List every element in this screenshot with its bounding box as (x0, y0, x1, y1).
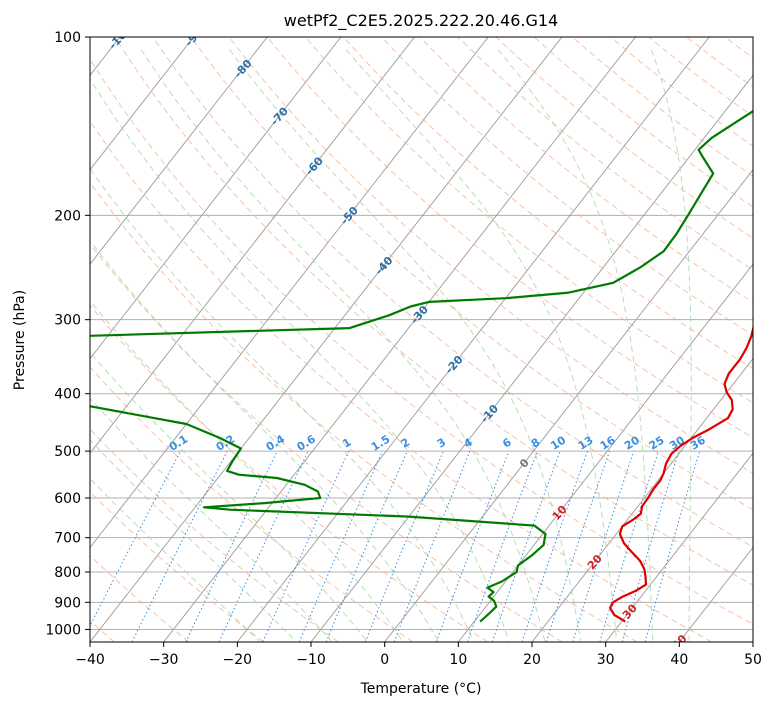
isotherm-line (90, 37, 342, 360)
dry-adiabat-line (190, 37, 753, 511)
dry-adiabat-line (90, 428, 339, 642)
dry-adiabat-line (381, 37, 753, 336)
dry-adiabat-line (419, 37, 753, 303)
y-tick-label: 1000 (45, 622, 81, 638)
isotherm-line (90, 37, 268, 265)
y-tick-label: 800 (54, 565, 81, 581)
isotherm-line (90, 37, 563, 642)
dry-adiabat-line (90, 182, 638, 642)
x-tick-label: 50 (744, 652, 762, 668)
x-tick-label: 20 (523, 652, 541, 668)
y-tick-label: 700 (54, 531, 81, 547)
y-tick-label: 600 (54, 491, 81, 507)
moist-adiabat-line (650, 49, 692, 641)
y-tick-label: 100 (54, 30, 81, 46)
mixing-ratio-line (545, 450, 611, 642)
x-tick-label: 40 (670, 652, 688, 668)
isotherm-line (90, 37, 415, 454)
mixing-ratio-line (572, 450, 635, 642)
isotherm-line (90, 37, 194, 171)
dry-adiabat-line (114, 37, 753, 586)
isotherm-line (90, 37, 489, 549)
moist-adiabat-line (90, 397, 332, 642)
x-tick-label: 30 (597, 652, 615, 668)
temperature-line (609, 324, 753, 623)
plot-area (90, 37, 753, 642)
y-tick-label: 500 (54, 444, 81, 460)
dry-adiabat-line (90, 243, 563, 642)
isotherm-line (310, 74, 753, 642)
x-axis-title: Temperature (°C) (360, 681, 482, 697)
mixing-ratio-line (467, 450, 538, 642)
isotherm-line (531, 357, 753, 642)
y-tick-label: 900 (54, 595, 81, 611)
mixing-ratio-line (131, 450, 228, 642)
x-tick-label: 0 (380, 652, 389, 668)
x-tick-label: −20 (223, 652, 253, 668)
isotherm-line (605, 452, 753, 642)
y-axis-title: Pressure (hPa) (12, 290, 28, 390)
dry-adiabat-line (90, 120, 712, 642)
moist-adiabat-line (497, 49, 654, 641)
mixing-ratio-line (435, 450, 510, 642)
mixing-ratio-line (262, 450, 350, 642)
background-lines (90, 37, 775, 642)
dry-adiabat-line (152, 37, 753, 548)
mixing-ratio-line (521, 450, 588, 642)
moist-adiabat-line (90, 478, 260, 642)
sounding-series (90, 109, 753, 623)
mixing-ratio-line (393, 450, 471, 642)
chart-title: wetPf2_C2E5.2025.222.20.46.G14 (284, 11, 558, 31)
moist-adiabat-line (345, 49, 618, 641)
moist-adiabat-line (140, 49, 546, 641)
mixing-ratio-line (325, 450, 408, 642)
isotherm-line (752, 641, 753, 642)
moist-adiabat-line (90, 300, 403, 642)
y-axis: 100 200 300 400 500 600 700 800 900 1000 (45, 30, 90, 638)
moist-adiabat-line (90, 240, 439, 642)
moist-adiabat-line (90, 351, 368, 642)
dry-adiabat-line (90, 58, 753, 625)
mixing-ratio-line (491, 450, 561, 642)
y-tick-label: 300 (54, 313, 81, 329)
mixing-ratio-line (364, 450, 444, 642)
dry-adiabat-line (90, 304, 488, 642)
y-tick-label: 200 (54, 208, 81, 224)
isotherm-line (163, 37, 636, 642)
mixing-ratio-line (644, 450, 701, 642)
plot-frame (89, 36, 754, 643)
x-tick-label: −30 (149, 652, 179, 668)
mixing-ratio-line (599, 450, 659, 642)
dry-adiabat-line (90, 555, 190, 642)
moist-adiabat-line (90, 168, 474, 641)
x-axis: −40 −30 −20 −10 0 10 20 30 40 50 (75, 642, 762, 668)
dry-adiabat-line (228, 37, 753, 474)
isotherm-line (236, 37, 710, 642)
isotherm-label: 40 (670, 632, 690, 652)
x-tick-label: −10 (296, 652, 326, 668)
mixing-ratio-line (298, 450, 383, 642)
dewpoint-line (90, 109, 753, 623)
dry-adiabat-line (763, 37, 775, 642)
x-tick-label: −40 (75, 652, 105, 668)
mixing-ratio-line (621, 450, 680, 642)
isotherm-line (384, 169, 753, 642)
isotherm-line (457, 263, 753, 642)
dry-adiabat-line (90, 366, 414, 642)
y-tick-label: 400 (54, 387, 81, 403)
x-tick-label: 10 (449, 652, 467, 668)
